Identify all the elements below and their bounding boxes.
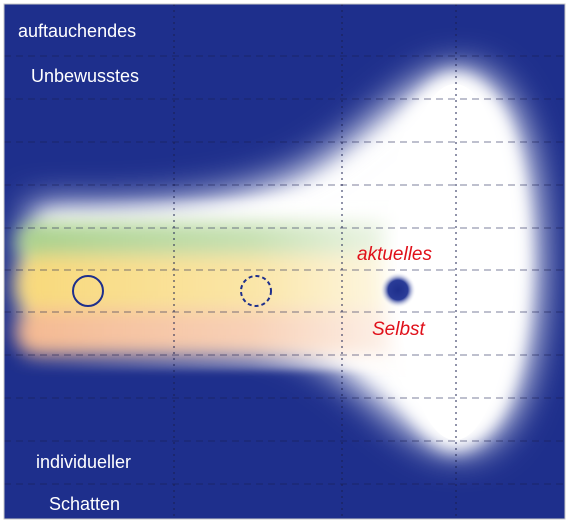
- label-self-line1: aktuelles: [357, 244, 432, 265]
- frame: [3, 3, 566, 520]
- dashed-circle: [240, 275, 272, 307]
- label-top-line2: Unbewusstes: [31, 66, 140, 86]
- solid-circle: [72, 275, 104, 307]
- label-bottom-line2: Schatten: [49, 494, 121, 514]
- label-self-line2: Selbst: [372, 319, 425, 340]
- label-top-line1: auftauchendes: [18, 21, 137, 41]
- label-bottom-line1: individueller: [36, 452, 132, 472]
- self-dot: [380, 272, 416, 308]
- grid-horizontal: [4, 55, 565, 485]
- grid-vertical: [173, 4, 457, 519]
